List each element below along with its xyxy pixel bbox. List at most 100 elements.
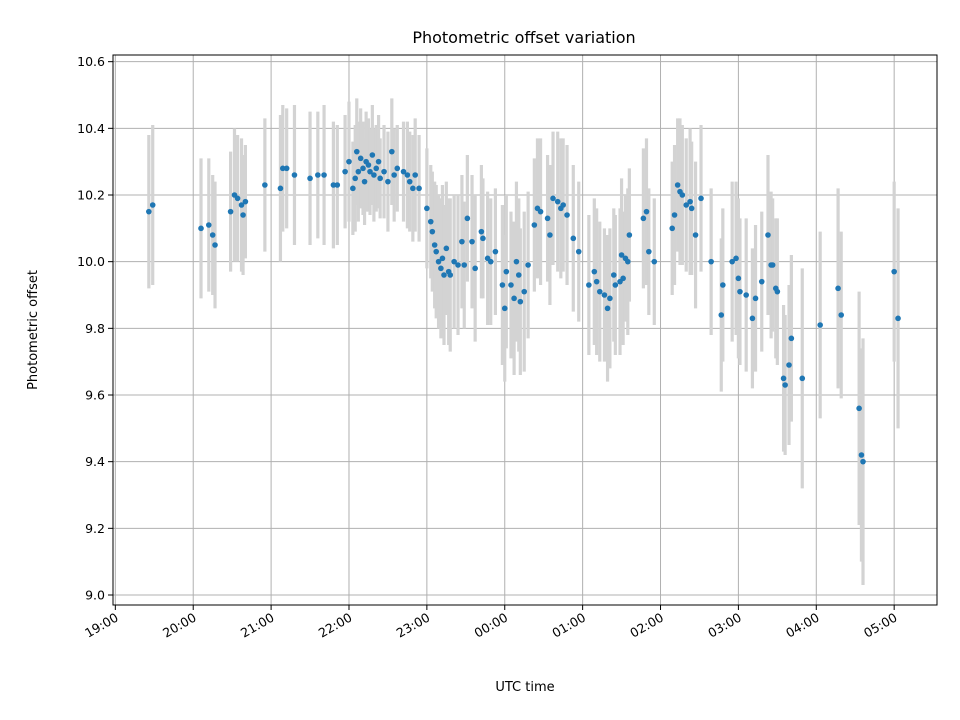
error-bars <box>147 98 900 585</box>
data-point <box>394 165 401 172</box>
data-point <box>612 282 619 288</box>
data-point <box>350 185 356 192</box>
y-tick-label: 9.6 <box>85 388 105 403</box>
data-point <box>433 248 440 255</box>
x-tick-label: 01:00 <box>549 610 588 641</box>
data-point <box>459 238 465 245</box>
data-point <box>799 375 806 382</box>
data-point <box>360 165 366 172</box>
data-point <box>743 292 749 298</box>
data-point <box>729 258 735 265</box>
data-point <box>371 172 377 178</box>
x-tick-label: 03:00 <box>705 610 744 641</box>
data-point <box>604 305 611 312</box>
data-point <box>375 158 382 165</box>
data-point <box>591 268 598 275</box>
data-point <box>447 272 454 278</box>
data-point <box>277 185 284 192</box>
data-point <box>391 172 397 178</box>
data-point <box>593 278 600 285</box>
x-tick-label: 22:00 <box>316 610 355 641</box>
data-point <box>856 405 862 412</box>
data-point <box>381 168 387 175</box>
data-point <box>361 178 368 185</box>
data-point <box>307 175 313 182</box>
data-point <box>492 248 499 255</box>
data-point <box>782 382 788 388</box>
data-point <box>416 185 422 192</box>
data-point <box>679 192 686 198</box>
data-point <box>610 272 617 278</box>
data-point <box>817 322 823 328</box>
y-axis-ticks: 9.0 9.2 9.4 9.6 9.8 10.0 10.2 10.4 10.6 <box>77 54 113 603</box>
data-point <box>355 168 362 175</box>
data-point <box>205 222 212 228</box>
data-point <box>601 292 608 298</box>
data-point <box>687 198 693 205</box>
data-point <box>369 152 376 158</box>
data-point <box>692 232 699 238</box>
data-point <box>435 258 442 265</box>
x-tick-label: 05:00 <box>861 610 900 641</box>
plot-frame <box>112 54 938 606</box>
data-point <box>291 172 298 178</box>
data-point <box>487 258 494 265</box>
data-point <box>431 242 438 248</box>
data-points <box>146 148 901 465</box>
data-point <box>788 335 795 342</box>
data-point <box>352 175 359 182</box>
data-point <box>752 295 759 302</box>
data-point <box>780 375 787 382</box>
data-point <box>596 288 603 295</box>
data-point <box>720 282 726 288</box>
data-point <box>357 155 364 162</box>
data-point <box>718 312 725 318</box>
data-point <box>242 198 249 205</box>
data-point <box>478 228 485 235</box>
y-tick-label: 10.0 <box>77 254 105 269</box>
data-point <box>499 282 506 288</box>
data-point <box>234 195 241 202</box>
data-point <box>385 178 391 185</box>
data-point <box>895 315 901 322</box>
x-tick-label: 02:00 <box>627 610 666 641</box>
data-point <box>774 288 781 295</box>
data-point <box>765 232 771 238</box>
x-axis-label: UTC time <box>495 680 554 695</box>
data-point <box>735 275 742 282</box>
x-tick-label: 20:00 <box>160 610 199 641</box>
data-point <box>698 195 704 202</box>
data-point <box>891 268 897 275</box>
data-point <box>511 295 517 302</box>
data-point <box>334 182 341 188</box>
data-point <box>786 362 792 368</box>
data-point <box>427 218 434 225</box>
data-point <box>400 168 407 175</box>
data-point <box>547 232 553 238</box>
data-point <box>515 272 522 278</box>
y-tick-label: 9.0 <box>85 588 105 603</box>
data-point <box>451 258 457 265</box>
data-point <box>769 262 776 268</box>
data-point <box>517 298 524 305</box>
data-point <box>279 165 286 172</box>
x-axis-ticks: 19:00 20:00 21:00 22:00 23:00 00:00 01:00 02:00… <box>82 605 900 641</box>
data-point <box>441 272 447 278</box>
data-point <box>503 268 510 275</box>
x-tick-label: 04:00 <box>783 610 822 641</box>
data-point <box>643 208 650 215</box>
data-point <box>733 255 739 262</box>
data-point <box>389 148 395 155</box>
data-point <box>550 195 556 202</box>
x-tick-label: 21:00 <box>238 610 277 641</box>
data-point <box>330 182 337 188</box>
data-point <box>406 178 413 185</box>
data-point <box>544 215 551 222</box>
data-point <box>618 252 625 258</box>
y-tick-label: 9.4 <box>85 454 105 469</box>
x-tick-label: 19:00 <box>82 610 121 641</box>
data-point <box>560 202 566 208</box>
data-point <box>564 212 570 218</box>
data-point <box>367 168 373 175</box>
data-point <box>438 265 444 272</box>
